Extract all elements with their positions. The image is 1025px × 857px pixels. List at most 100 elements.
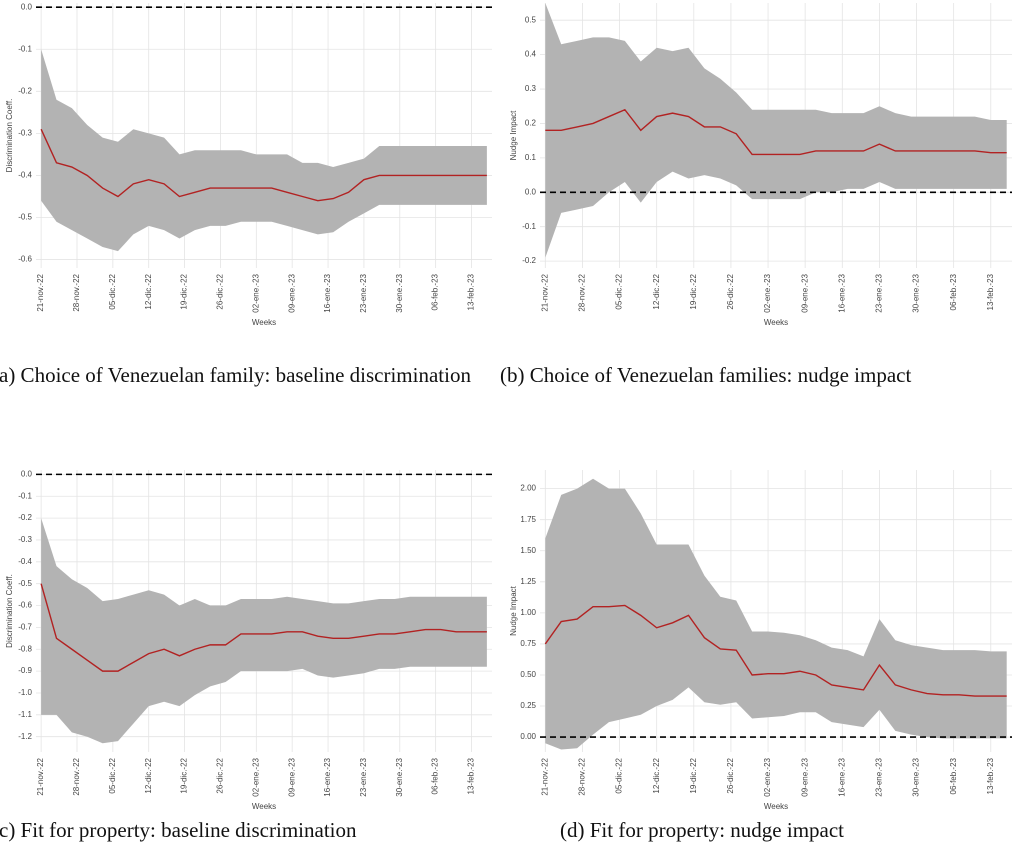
x-tick-label: 21-nov.-22: [36, 273, 45, 311]
y-tick-label: 0.2: [525, 119, 537, 128]
y-tick-label: -1.1: [18, 710, 32, 719]
y-tick-label: -0.4: [18, 171, 32, 180]
x-tick-label: 26-dic.-22: [726, 273, 735, 309]
x-tick-label: 02-ene.-23: [763, 757, 772, 796]
x-tick-label: 05-dic.-22: [615, 757, 624, 793]
y-tick-label: -0.1: [522, 222, 536, 231]
x-tick-label: 30-ene.-23: [395, 757, 404, 796]
x-tick-label: 16-ene.-23: [837, 273, 846, 312]
y-tick-label: -0.8: [18, 644, 32, 653]
x-tick-label: 30-ene.-23: [912, 757, 921, 796]
x-tick-label: 13-feb.-23: [467, 273, 476, 310]
y-tick-label: 1.50: [520, 546, 536, 555]
confidence-band: [545, 3, 1007, 258]
x-tick-label: 09-ene.-23: [287, 757, 296, 796]
x-axis-title: Weeks: [764, 318, 788, 327]
y-tick-label: -0.5: [18, 579, 32, 588]
x-tick-label: 06-feb.-23: [431, 273, 440, 310]
x-tick-label: 05-dic.-22: [615, 273, 624, 309]
x-tick-label: 12-dic.-22: [144, 273, 153, 309]
x-tick-label: 23-ene.-23: [875, 273, 884, 312]
x-tick-label: 26-dic.-22: [216, 273, 225, 309]
x-tick-label: 12-dic.-22: [652, 757, 661, 793]
y-tick-label: 0.25: [520, 701, 536, 710]
caption: (c) Fit for property: baseline discrimin…: [0, 818, 357, 842]
x-tick-label: 30-ene.-23: [912, 273, 921, 312]
x-tick-label: 13-feb.-23: [986, 273, 995, 310]
confidence-band: [545, 478, 1007, 750]
x-tick-label: 19-dic.-22: [180, 273, 189, 309]
y-tick-label: 0.3: [525, 84, 537, 93]
y-axis-title: Nudge Impact: [509, 585, 518, 636]
confidence-band: [41, 518, 487, 744]
x-tick-label: 16-ene.-23: [837, 757, 846, 796]
y-axis-title: Nudge Impact: [509, 110, 518, 161]
x-tick-label: 13-feb.-23: [467, 757, 476, 794]
estimate-line: [544, 604, 1007, 697]
estimate-line: [40, 128, 487, 202]
x-tick-label: 02-ene.-23: [251, 273, 260, 312]
y-tick-label: 1.00: [520, 608, 536, 617]
x-tick-label: 21-nov.-22: [540, 757, 549, 795]
y-tick-label: -0.5: [18, 213, 32, 222]
y-axis-title: Discrimination Coeff.: [5, 574, 14, 648]
x-tick-label: 13-feb.-23: [986, 757, 995, 794]
y-tick-label: -0.2: [522, 256, 536, 265]
y-tick-label: -1.2: [18, 732, 32, 741]
x-tick-label: 02-ene.-23: [251, 757, 260, 796]
y-tick-label: -0.7: [18, 623, 32, 632]
x-tick-label: 21-nov.-22: [540, 273, 549, 311]
y-tick-label: -0.2: [18, 513, 32, 522]
y-tick-label: 0.0: [21, 2, 33, 11]
estimate-line: [40, 583, 487, 672]
y-tick-label: 0.50: [520, 670, 536, 679]
y-tick-label: 1.25: [520, 577, 536, 586]
caption: (b) Choice of Venezuelan families: nudge…: [500, 363, 912, 387]
x-tick-label: 23-ene.-23: [359, 273, 368, 312]
y-tick-label: -0.4: [18, 557, 32, 566]
x-tick-label: 12-dic.-22: [144, 757, 153, 793]
x-tick-label: 28-nov.-22: [72, 273, 81, 311]
x-tick-label: 16-ene.-23: [323, 273, 332, 312]
y-tick-label: 0.0: [525, 187, 537, 196]
caption: (d) Fit for property: nudge impact: [560, 818, 845, 842]
x-tick-label: 21-nov.-22: [36, 757, 45, 795]
x-tick-label: 06-feb.-23: [949, 757, 958, 794]
y-tick-label: -0.3: [18, 535, 32, 544]
x-tick-label: 09-ene.-23: [800, 273, 809, 312]
y-tick-label: -0.6: [18, 255, 32, 264]
x-tick-label: 12-dic.-22: [652, 273, 661, 309]
confidence-band: [41, 49, 487, 252]
x-tick-label: 16-ene.-23: [323, 757, 332, 796]
y-tick-label: 0.0: [21, 469, 33, 478]
y-tick-label: 2.00: [520, 484, 536, 493]
x-axis-title: Weeks: [764, 802, 788, 811]
x-tick-label: 05-dic.-22: [108, 757, 117, 793]
x-tick-label: 28-nov.-22: [72, 757, 81, 795]
y-tick-label: 0.1: [525, 153, 537, 162]
x-tick-label: 30-ene.-23: [395, 273, 404, 312]
x-tick-label: 28-nov.-22: [578, 757, 587, 795]
x-tick-label: 05-dic.-22: [108, 273, 117, 309]
y-tick-label: 0.00: [520, 732, 536, 741]
x-tick-label: 06-feb.-23: [949, 273, 958, 310]
x-tick-label: 19-dic.-22: [180, 757, 189, 793]
x-tick-label: 09-ene.-23: [287, 273, 296, 312]
y-tick-label: -0.3: [18, 129, 32, 138]
x-tick-label: 02-ene.-23: [763, 273, 772, 312]
y-tick-label: -0.6: [18, 601, 32, 610]
caption: (a) Choice of Venezuelan family: baselin…: [0, 363, 471, 387]
x-tick-label: 19-dic.-22: [689, 273, 698, 309]
x-tick-label: 06-feb.-23: [431, 757, 440, 794]
x-tick-label: 23-ene.-23: [875, 757, 884, 796]
x-tick-label: 09-ene.-23: [800, 757, 809, 796]
y-tick-label: -1.0: [18, 688, 32, 697]
estimate-line: [545, 108, 1007, 156]
y-tick-label: -0.2: [18, 86, 32, 95]
x-axis-title: Weeks: [252, 802, 276, 811]
y-tick-label: 0.4: [525, 50, 537, 59]
y-tick-label: 1.75: [520, 515, 536, 524]
y-tick-label: 0.75: [520, 639, 536, 648]
